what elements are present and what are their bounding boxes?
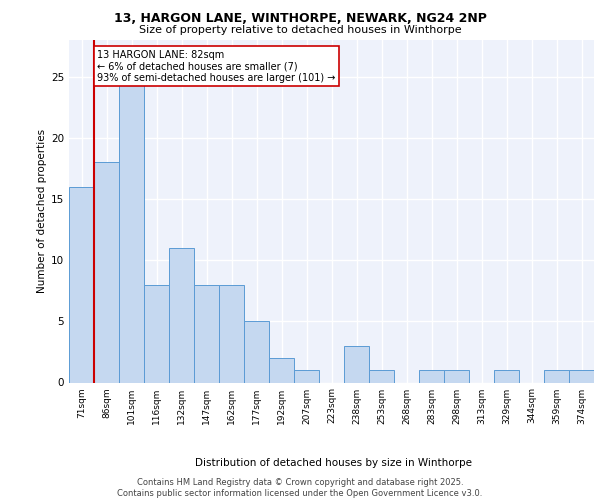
Bar (219, 284, 244, 382)
Bar (194, 284, 219, 382)
Bar (544, 370, 569, 382)
Bar (244, 322, 269, 382)
Bar (169, 248, 194, 382)
Bar (494, 370, 519, 382)
Bar (269, 358, 294, 382)
Bar (569, 370, 594, 382)
Text: 13 HARGON LANE: 82sqm
← 6% of detached houses are smaller (7)
93% of semi-detach: 13 HARGON LANE: 82sqm ← 6% of detached h… (97, 50, 335, 83)
Bar (344, 346, 369, 383)
Text: Size of property relative to detached houses in Winthorpe: Size of property relative to detached ho… (139, 25, 461, 35)
Bar (444, 370, 469, 382)
Bar (419, 370, 444, 382)
Bar (94, 162, 119, 382)
Text: Distribution of detached houses by size in Winthorpe: Distribution of detached houses by size … (194, 458, 472, 468)
Bar (69, 187, 94, 382)
Bar (119, 76, 144, 382)
Text: 13, HARGON LANE, WINTHORPE, NEWARK, NG24 2NP: 13, HARGON LANE, WINTHORPE, NEWARK, NG24… (113, 12, 487, 26)
Y-axis label: Number of detached properties: Number of detached properties (37, 129, 47, 294)
Text: Contains HM Land Registry data © Crown copyright and database right 2025.
Contai: Contains HM Land Registry data © Crown c… (118, 478, 482, 498)
Bar (369, 370, 394, 382)
Bar (144, 284, 169, 382)
Bar (294, 370, 319, 382)
